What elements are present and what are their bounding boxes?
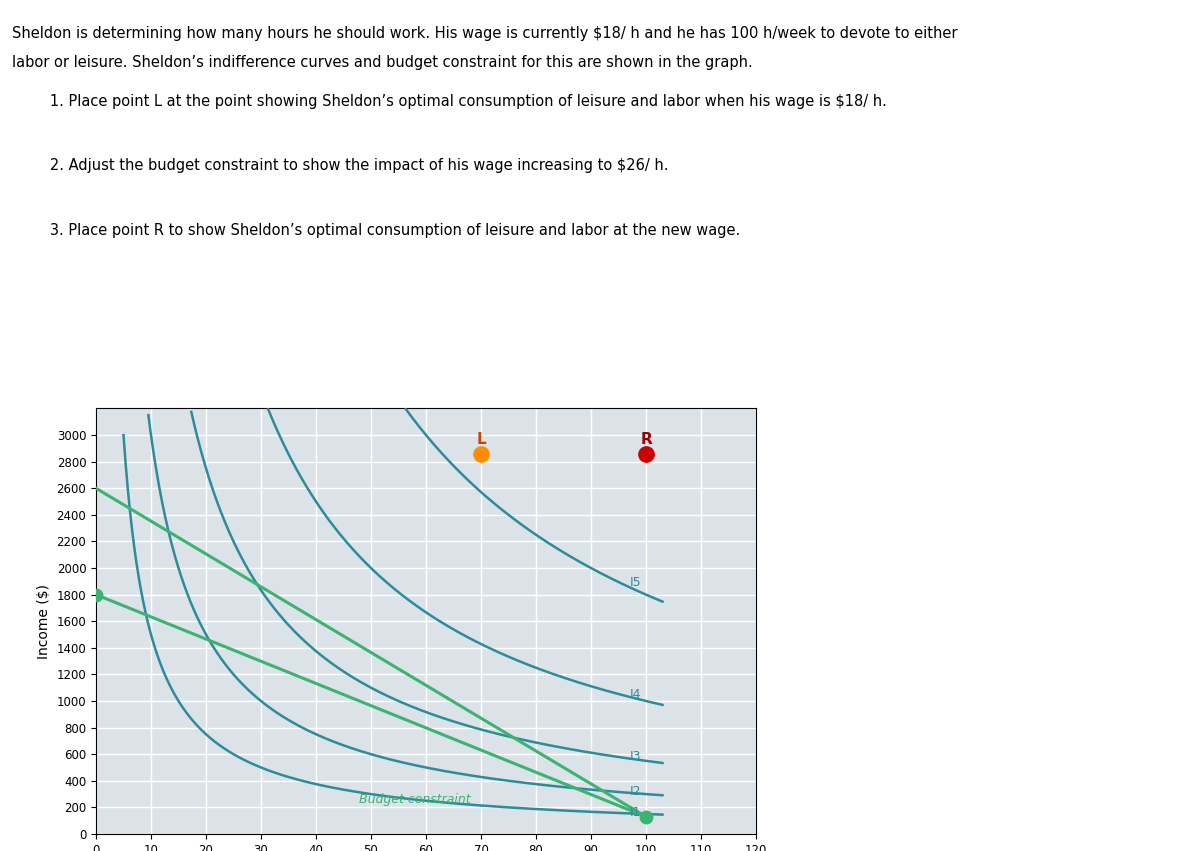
Text: I3: I3	[630, 751, 641, 763]
Text: 3. Place point R to show Sheldon’s optimal consumption of leisure and labor at t: 3. Place point R to show Sheldon’s optim…	[36, 223, 740, 238]
Text: labor or leisure. Sheldon’s indifference curves and budget constraint for this a: labor or leisure. Sheldon’s indifference…	[12, 55, 752, 71]
Text: I1: I1	[630, 807, 641, 820]
Text: Budget constraint: Budget constraint	[359, 793, 470, 807]
Text: I5: I5	[630, 575, 641, 589]
Text: L: L	[476, 432, 486, 448]
Y-axis label: Income ($): Income ($)	[37, 584, 50, 659]
Text: 2. Adjust the budget constraint to show the impact of his wage increasing to $26: 2. Adjust the budget constraint to show …	[36, 158, 668, 174]
Text: R: R	[640, 432, 652, 448]
Text: Sheldon is determining how many hours he should work. His wage is currently $18/: Sheldon is determining how many hours he…	[12, 26, 958, 41]
Text: I4: I4	[630, 688, 641, 700]
Text: 1. Place point L at the point showing Sheldon’s optimal consumption of leisure a: 1. Place point L at the point showing Sh…	[36, 94, 887, 109]
Text: I2: I2	[630, 785, 641, 798]
